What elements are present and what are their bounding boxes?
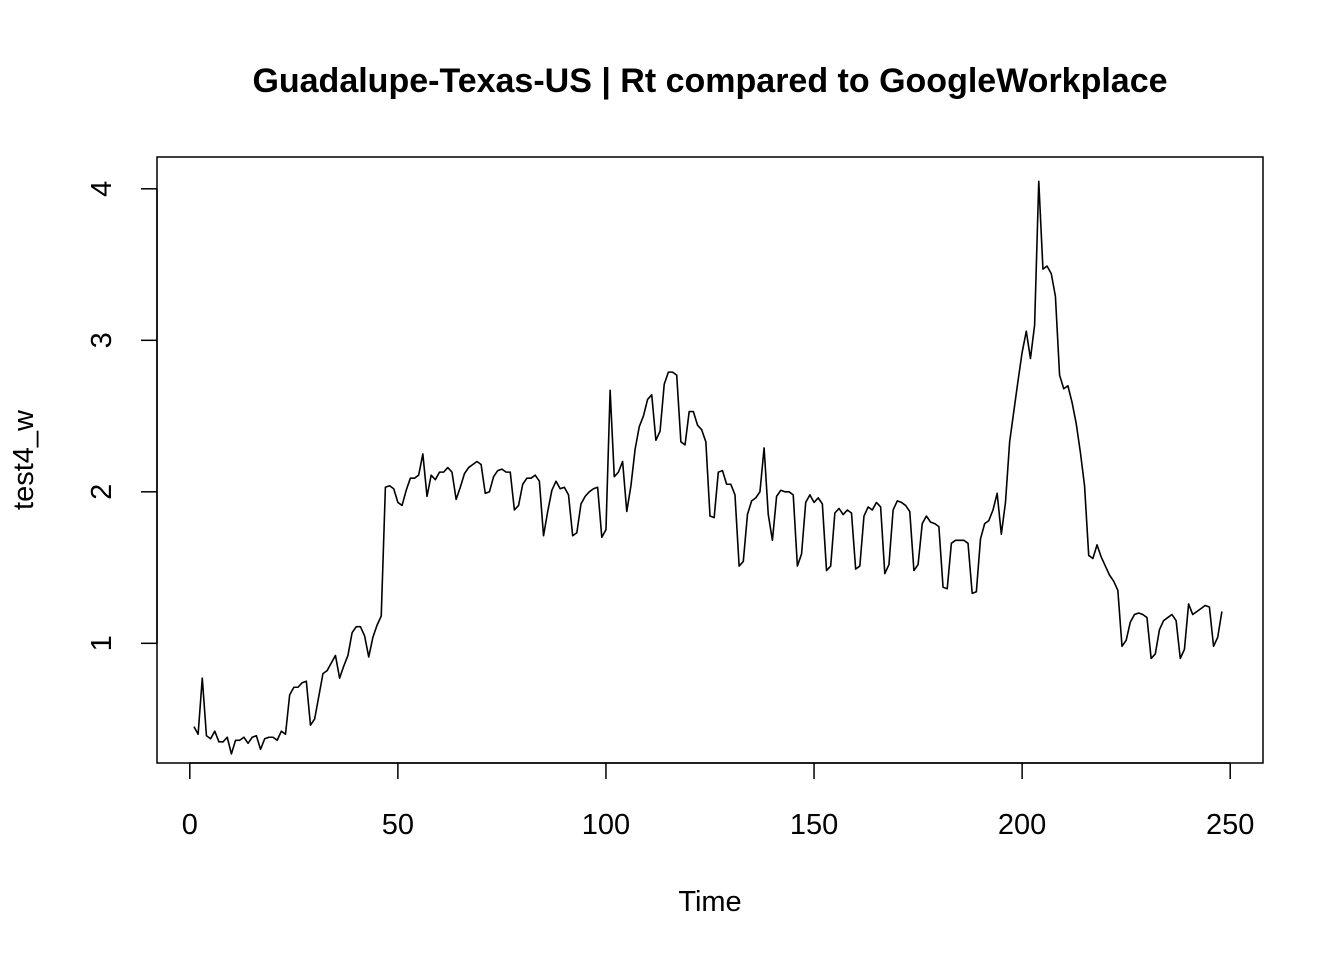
x-axis-label: Time xyxy=(678,886,741,918)
x-tick-label: 250 xyxy=(1206,809,1254,841)
y-tick-label: 2 xyxy=(86,484,118,500)
y-axis-label: test4_w xyxy=(8,409,40,510)
y-axis: 1 2 3 4 xyxy=(86,181,158,651)
x-tick-label: 150 xyxy=(790,809,838,841)
x-tick-label: 200 xyxy=(998,809,1046,841)
y-tick-label: 3 xyxy=(86,332,118,348)
x-tick-label: 0 xyxy=(182,809,198,841)
x-tick-label: 50 xyxy=(382,809,414,841)
y-tick-label: 1 xyxy=(86,635,118,651)
chart-title: Guadalupe-Texas-US | Rt compared to Goog… xyxy=(252,62,1167,100)
plot-frame xyxy=(156,156,1264,764)
series-line xyxy=(193,180,1223,755)
x-axis: 0 50 100 150 200 250 xyxy=(182,762,1254,841)
y-tick-label: 4 xyxy=(86,181,118,197)
x-tick-label: 100 xyxy=(582,809,630,841)
